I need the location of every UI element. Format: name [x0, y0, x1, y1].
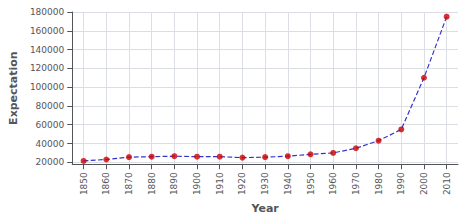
svg-text:1930: 1930 [260, 172, 270, 195]
svg-text:Year: Year [250, 202, 279, 215]
svg-text:1860: 1860 [101, 172, 111, 195]
svg-text:80000: 80000 [36, 101, 65, 111]
svg-text:1870: 1870 [124, 172, 134, 195]
svg-text:1940: 1940 [283, 172, 293, 195]
svg-text:120000: 120000 [30, 63, 65, 73]
svg-text:100000: 100000 [30, 82, 65, 92]
svg-text:1900: 1900 [192, 172, 202, 195]
svg-text:1990: 1990 [396, 172, 406, 195]
svg-text:160000: 160000 [30, 26, 65, 36]
svg-text:1960: 1960 [328, 172, 338, 195]
svg-text:180000: 180000 [30, 7, 65, 17]
svg-text:140000: 140000 [30, 45, 65, 55]
svg-text:1880: 1880 [147, 172, 157, 195]
svg-text:40000: 40000 [36, 139, 65, 149]
svg-text:1970: 1970 [351, 172, 361, 195]
svg-text:20000: 20000 [36, 157, 65, 167]
svg-text:2010: 2010 [442, 172, 452, 195]
svg-text:60000: 60000 [36, 120, 65, 130]
svg-text:1910: 1910 [215, 172, 225, 195]
svg-text:1850: 1850 [79, 172, 89, 195]
svg-text:2000: 2000 [419, 172, 429, 195]
svg-text:1980: 1980 [374, 172, 384, 195]
svg-text:1950: 1950 [306, 172, 316, 195]
svg-text:1890: 1890 [169, 172, 179, 195]
svg-text:Expectation: Expectation [7, 51, 20, 125]
svg-text:1920: 1920 [237, 172, 247, 195]
